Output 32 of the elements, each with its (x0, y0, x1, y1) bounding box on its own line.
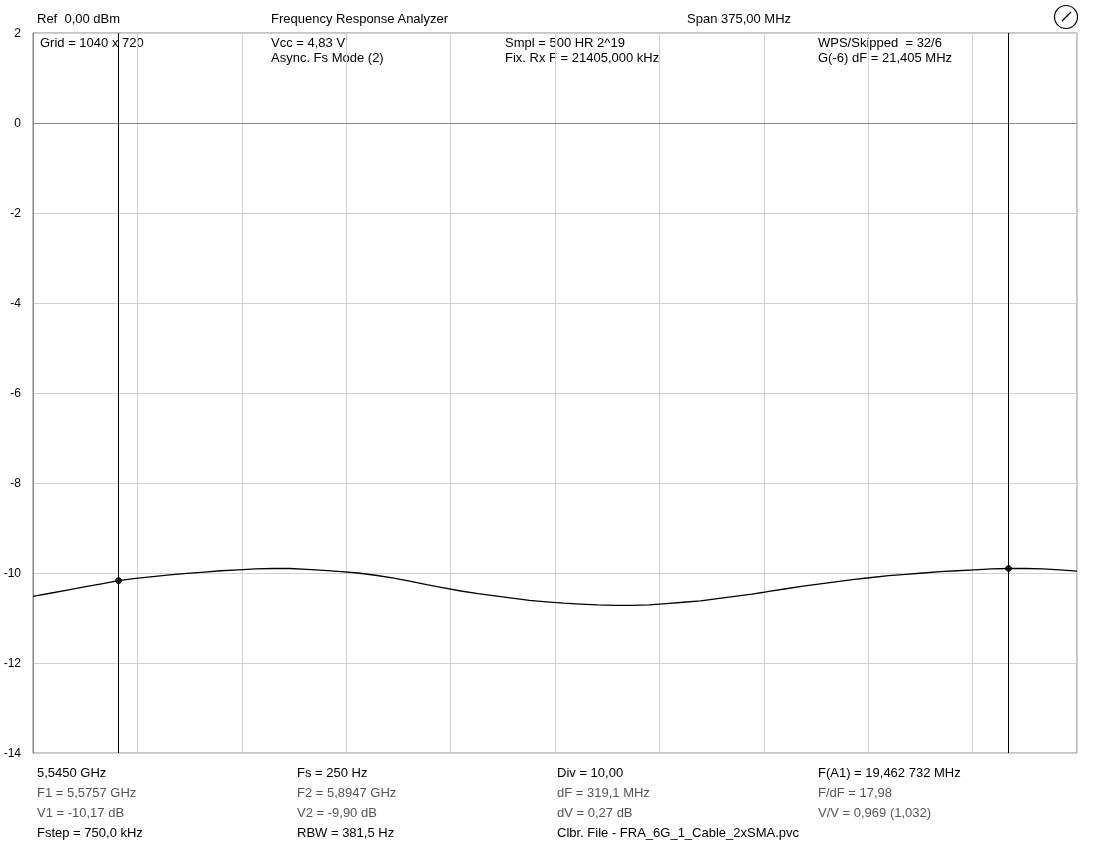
text: RBW = 381,5 Hz (297, 825, 395, 840)
text: Ref 0,00 dBm (37, 11, 121, 26)
text: Clbr. File - FRA_6G_1_Cable_2xSMA.pvc (557, 825, 800, 840)
y-tick-label: -4 (10, 296, 22, 310)
y-tick-label: -12 (3, 656, 22, 670)
text: dV = 0,27 dB (557, 805, 633, 820)
y-tick-label: -8 (10, 476, 22, 490)
text: Fs = 250 Hz (297, 765, 368, 780)
text: F(A1) = 19,462 732 MHz (818, 765, 961, 780)
text: Fstep = 750,0 kHz (37, 825, 143, 840)
y-tick-label: -6 (10, 386, 22, 400)
chart-title: Frequency Response Analyzer (271, 11, 449, 26)
annotation: G(-6) dF = 21,405 MHz (818, 50, 953, 65)
text: Span 375,00 MHz (687, 11, 792, 26)
text: F2 = 5,8947 GHz (297, 785, 397, 800)
text: 5,5450 GHz (37, 765, 107, 780)
text: V/V = 0,969 (1,032) (818, 805, 932, 820)
y-tick-label: -2 (10, 206, 22, 220)
text: V2 = -9,90 dB (297, 805, 377, 820)
text: Div = 10,00 (557, 765, 624, 780)
y-tick-label: -10 (3, 566, 22, 580)
line-series (32, 567, 1078, 607)
text: F1 = 5,5757 GHz (37, 785, 137, 800)
text: V1 = -10,17 dB (37, 805, 125, 820)
y-tick-label: 0 (14, 116, 22, 130)
y-tick-label: 2 (14, 26, 22, 40)
text: dF = 319,1 MHz (557, 785, 650, 800)
annotation: Vcc = 4,83 V (271, 35, 346, 50)
annotation: WPS/Skipped = 32/6 (818, 35, 942, 50)
y-tick-label: -14 (3, 746, 22, 760)
text: F/dF = 17,98 (818, 785, 893, 800)
annotation: Async. Fs Mode (2) (271, 50, 384, 65)
